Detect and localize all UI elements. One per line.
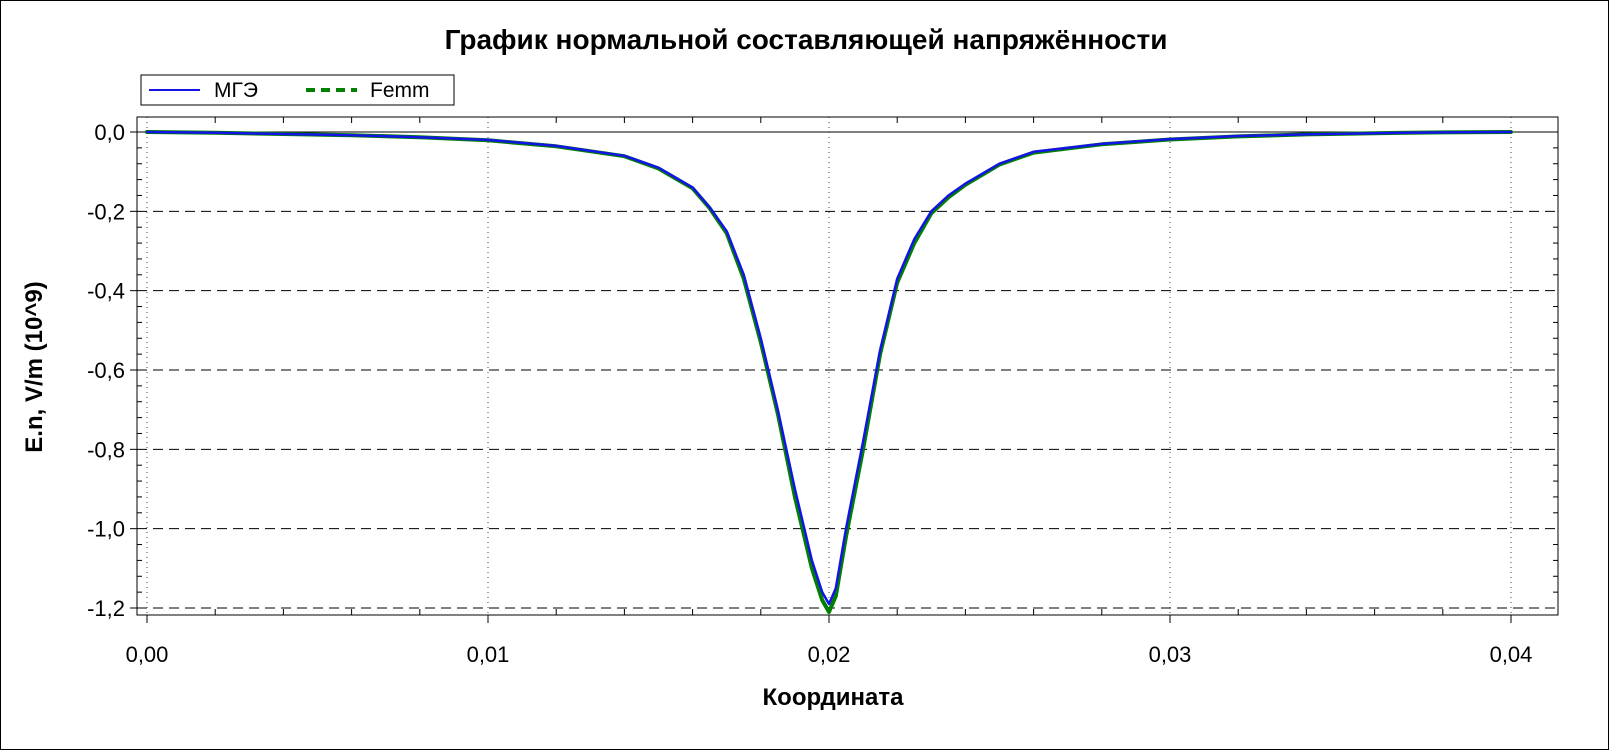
x-tick-label: 0,03 (1149, 642, 1192, 667)
grid-lines (130, 117, 1558, 623)
y-tick-label: -0,8 (87, 437, 125, 462)
minor-ticks (137, 117, 1558, 615)
x-tick-label: 0,01 (467, 642, 510, 667)
y-tick-label: -1,2 (87, 596, 125, 621)
x-tick-label: 0,00 (126, 642, 169, 667)
chart-title: График нормальной составляющей напряжённ… (445, 24, 1168, 55)
series-layer (145, 130, 1513, 614)
legend: МГЭ Femm (140, 74, 455, 106)
x-tick-label: 0,04 (1490, 642, 1533, 667)
y-tick-labels: 0,0 -0,2 -0,4 -0,6 -0,8 -1,0 -1,2 (87, 120, 125, 621)
y-tick-label: -1,0 (87, 517, 125, 542)
legend-label-series-0: МГЭ (214, 79, 258, 102)
x-axis-title: Координата (763, 684, 905, 711)
y-axis-title: E.n, V/m (10^9) (21, 281, 48, 452)
y-tick-label: -0,2 (87, 199, 125, 224)
x-tick-label: 0,02 (808, 642, 851, 667)
legend-label-series-1: Femm (370, 79, 430, 102)
plot-area-border (136, 116, 1559, 616)
y-tick-label: -0,6 (87, 358, 125, 383)
series-line-0 (145, 130, 1513, 606)
y-tick-label: -0,4 (87, 279, 125, 304)
x-tick-labels: 0,00 0,01 0,02 0,03 0,04 (126, 642, 1533, 667)
y-tick-label: 0,0 (94, 120, 125, 145)
